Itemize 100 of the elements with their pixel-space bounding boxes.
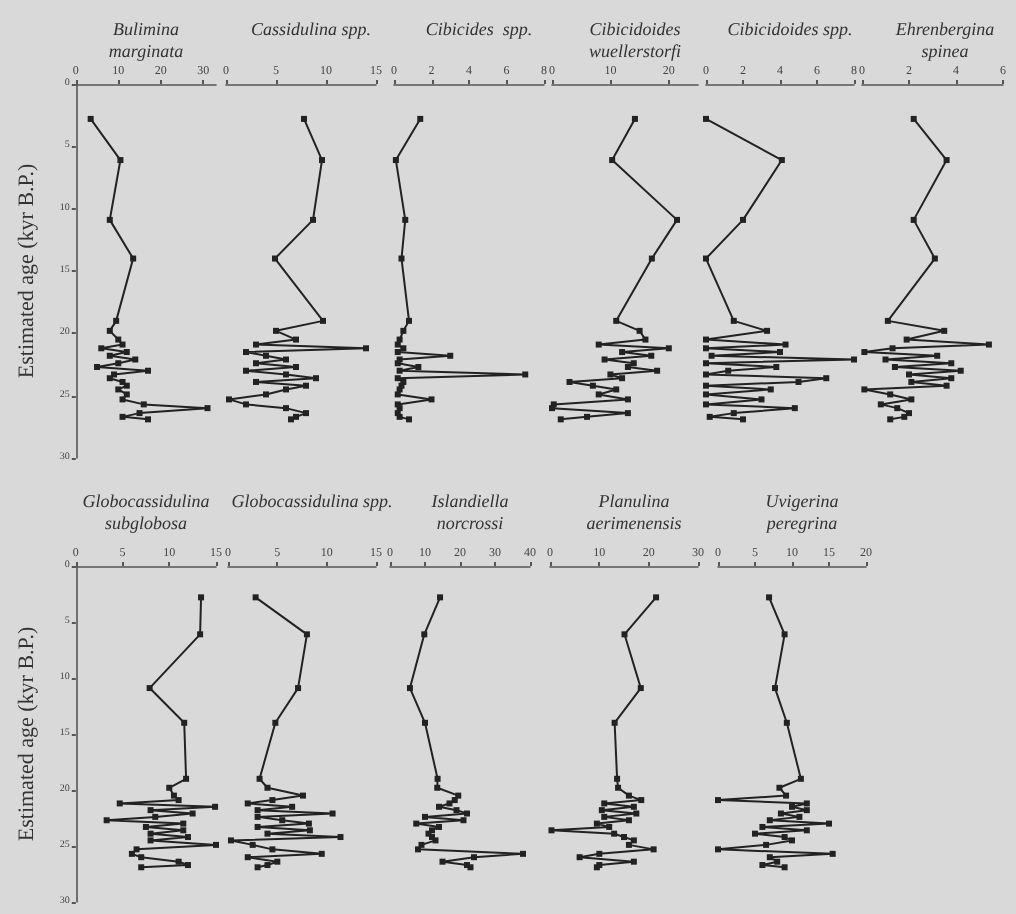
point	[730, 317, 737, 324]
point	[763, 841, 770, 848]
point	[596, 850, 603, 857]
point	[614, 775, 621, 782]
point	[601, 813, 608, 820]
point	[910, 216, 917, 223]
point	[908, 396, 915, 403]
point	[464, 810, 470, 817]
point	[117, 157, 124, 164]
point	[272, 719, 279, 726]
point	[283, 371, 289, 378]
point	[166, 784, 173, 791]
point	[576, 854, 583, 861]
point	[147, 837, 154, 844]
point	[943, 157, 950, 164]
chart-title: Uvigerina peregrina	[764, 491, 840, 533]
point	[263, 391, 269, 398]
point	[264, 830, 271, 837]
point	[295, 685, 302, 692]
point	[249, 841, 256, 848]
point	[142, 823, 149, 830]
point	[254, 864, 261, 871]
point	[609, 157, 616, 164]
point	[703, 382, 709, 389]
point	[226, 396, 232, 403]
point	[613, 317, 620, 324]
point	[648, 352, 655, 359]
point	[227, 837, 234, 844]
point	[115, 360, 122, 367]
point	[283, 386, 289, 393]
point	[943, 382, 950, 389]
point	[654, 367, 661, 374]
point	[272, 255, 278, 262]
point	[773, 363, 780, 370]
point	[624, 396, 631, 403]
point	[887, 416, 894, 423]
point	[715, 846, 721, 853]
point	[766, 817, 773, 824]
point	[460, 817, 467, 824]
point	[703, 401, 709, 408]
point	[884, 317, 891, 324]
point	[740, 216, 746, 223]
point	[781, 864, 788, 871]
point	[263, 352, 269, 359]
point	[140, 401, 147, 408]
point	[653, 594, 660, 601]
point	[566, 378, 573, 385]
point	[823, 375, 830, 382]
point	[434, 784, 441, 791]
point	[803, 800, 810, 807]
point	[650, 846, 657, 853]
point	[437, 594, 444, 601]
point	[887, 391, 894, 398]
point	[288, 416, 294, 423]
point	[253, 378, 259, 385]
point	[593, 820, 600, 827]
point	[204, 405, 211, 412]
chart-title: Globocassidulina spp.	[231, 491, 393, 511]
point	[415, 846, 421, 853]
point	[106, 352, 113, 359]
point	[337, 834, 344, 841]
point	[269, 846, 276, 853]
point	[783, 719, 790, 726]
point	[777, 349, 783, 356]
point	[624, 410, 631, 417]
point	[269, 797, 276, 804]
point	[283, 405, 289, 412]
point	[398, 255, 405, 262]
point	[98, 345, 105, 352]
point	[123, 391, 130, 398]
point	[607, 371, 614, 378]
point	[252, 594, 259, 601]
point	[254, 813, 261, 820]
point	[119, 413, 126, 420]
point	[776, 784, 783, 791]
point	[783, 792, 790, 799]
point	[877, 401, 884, 408]
point	[931, 255, 938, 262]
point	[948, 360, 955, 367]
point	[181, 719, 188, 726]
point	[638, 797, 645, 804]
point	[673, 216, 680, 223]
point	[243, 401, 249, 408]
point	[803, 807, 810, 814]
point	[906, 371, 912, 378]
point	[446, 800, 453, 807]
point	[299, 792, 306, 799]
point	[106, 375, 113, 382]
chart-title: Ehrenbergina spinea	[893, 19, 996, 61]
point	[123, 349, 130, 356]
point	[708, 352, 715, 359]
point	[184, 834, 191, 841]
point	[422, 719, 428, 726]
point	[138, 854, 145, 861]
point	[752, 830, 758, 837]
point	[522, 371, 529, 378]
point	[625, 841, 632, 848]
point	[557, 416, 564, 423]
point	[394, 349, 401, 356]
point	[791, 405, 798, 412]
